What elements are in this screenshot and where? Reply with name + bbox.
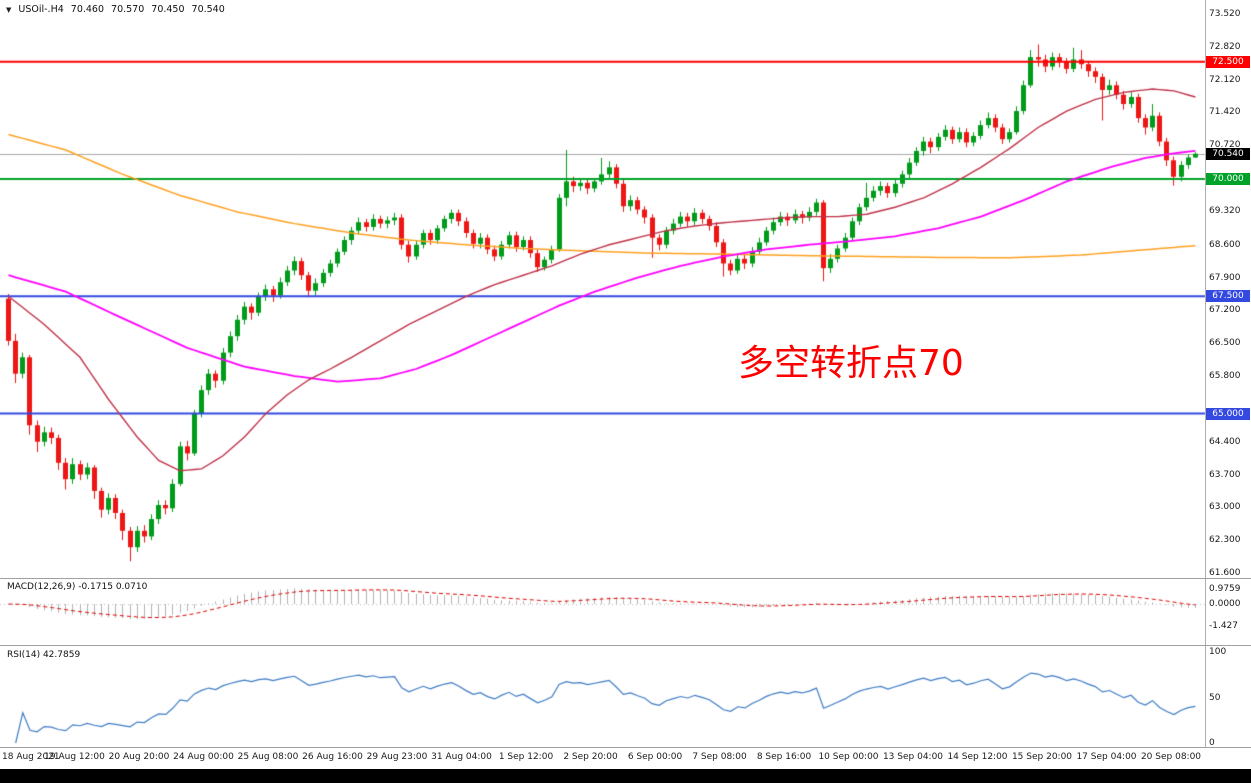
time-tick-label: 17 Sep 04:00 (1076, 752, 1137, 762)
price-tick-label: 63.000 (1209, 502, 1241, 513)
macd-indicator-label: MACD(12,26,9) -0.1715 0.0710 (7, 582, 148, 592)
ohlc-high: 70.570 (111, 4, 145, 15)
time-tick-label: 14 Sep 12:00 (947, 752, 1008, 762)
symbol-period-label: USOil-.H4 (18, 4, 64, 15)
price-tick-label: 66.500 (1209, 338, 1241, 349)
price-axis-separator (1205, 0, 1206, 747)
price-tick-label: 67.900 (1209, 272, 1241, 283)
time-tick-label: 19 Aug 12:00 (44, 752, 105, 762)
indicator-tick-label: 0.0000 (1209, 599, 1241, 609)
pane-separator-macd[interactable] (0, 578, 1251, 579)
price-tick-label: 71.420 (1209, 107, 1241, 118)
ohlc-low: 70.450 (151, 4, 185, 15)
time-tick-label: 20 Sep 08:00 (1140, 752, 1202, 762)
ohlc-close: 70.540 (191, 4, 225, 15)
time-tick-label: 10 Sep 00:00 (818, 752, 879, 762)
time-tick-label: 20 Aug 20:00 (108, 752, 170, 762)
ohlc-open: 70.460 (70, 4, 105, 15)
price-tick-label: 61.600 (1209, 568, 1241, 578)
time-tick-label: 15 Sep 20:00 (1011, 752, 1073, 762)
time-tick-label: 29 Aug 23:00 (366, 752, 428, 762)
price-axis[interactable]: 73.520 72.820 72.120 71.420 70.720 69.320 68.6… (1205, 0, 1251, 748)
time-tick-label: 6 Sep 00:00 (627, 752, 683, 762)
pane-separator-rsi[interactable] (0, 645, 1251, 646)
price-tick-label: 64.400 (1209, 436, 1241, 447)
time-tick-label: 24 Aug 00:00 (173, 752, 234, 762)
time-tick-label: 2 Sep 20:00 (563, 752, 618, 762)
time-tick-label: 18 Aug 2021 (2, 752, 60, 762)
time-tick-label: 26 Aug 16:00 (302, 752, 363, 762)
price-level-badge: 72.500 (1206, 55, 1250, 68)
indicator-tick-label: 0 (1209, 738, 1215, 748)
price-level-badge: 65.000 (1206, 407, 1250, 420)
price-tick-label: 63.700 (1209, 469, 1241, 480)
price-tick-label: 68.600 (1209, 239, 1241, 250)
price-tick-label: 62.300 (1209, 535, 1241, 546)
indicator-tick-label: -1.427 (1209, 621, 1239, 632)
price-tick-label: 65.800 (1209, 371, 1241, 382)
time-tick-label: 1 Sep 12:00 (498, 752, 554, 762)
rsi-indicator-label: RSI(14) 42.7859 (7, 650, 81, 660)
horizontal-scrollbar[interactable] (0, 769, 1251, 783)
price-level-badge: 70.000 (1206, 173, 1250, 186)
time-tick-label: 31 Aug 04:00 (431, 752, 492, 762)
indicator-tick-label: 100 (1209, 647, 1227, 657)
symbol-info: ▼ USOil-.H4 70.460 70.570 70.450 70.540 (6, 4, 225, 15)
time-tick-label: 7 Sep 08:00 (692, 752, 747, 762)
price-level-badge: 67.500 (1206, 290, 1250, 303)
time-axis[interactable]: 18 Aug 2021 19 Aug 12:00 20 Aug 20:00 24 Au… (0, 748, 1251, 768)
indicator-tick-label: 0.9759 (1209, 583, 1241, 594)
time-tick-label: 8 Sep 16:00 (756, 752, 812, 762)
chart-text-annotation[interactable]: 多空转折点70 (738, 343, 964, 384)
time-tick-label: 13 Sep 04:00 (882, 752, 944, 762)
price-tick-label: 72.120 (1209, 74, 1241, 85)
collapse-triangle-icon[interactable]: ▼ (6, 5, 12, 14)
time-axis-separator (0, 747, 1251, 748)
time-tick-label: 25 Aug 08:00 (237, 752, 299, 762)
price-tick-label: 67.200 (1209, 305, 1241, 316)
price-tick-label: 70.720 (1209, 140, 1241, 151)
current-price-badge: 70.540 (1206, 147, 1250, 160)
price-tick-label: 73.520 (1209, 9, 1241, 19)
price-tick-label: 72.820 (1209, 41, 1241, 52)
indicator-tick-label: 50 (1209, 692, 1221, 703)
price-tick-label: 69.320 (1209, 205, 1241, 216)
